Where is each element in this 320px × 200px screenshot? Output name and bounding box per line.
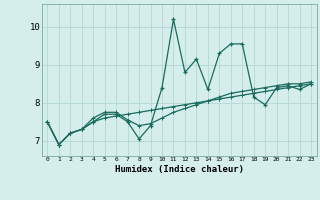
X-axis label: Humidex (Indice chaleur): Humidex (Indice chaleur) <box>115 165 244 174</box>
